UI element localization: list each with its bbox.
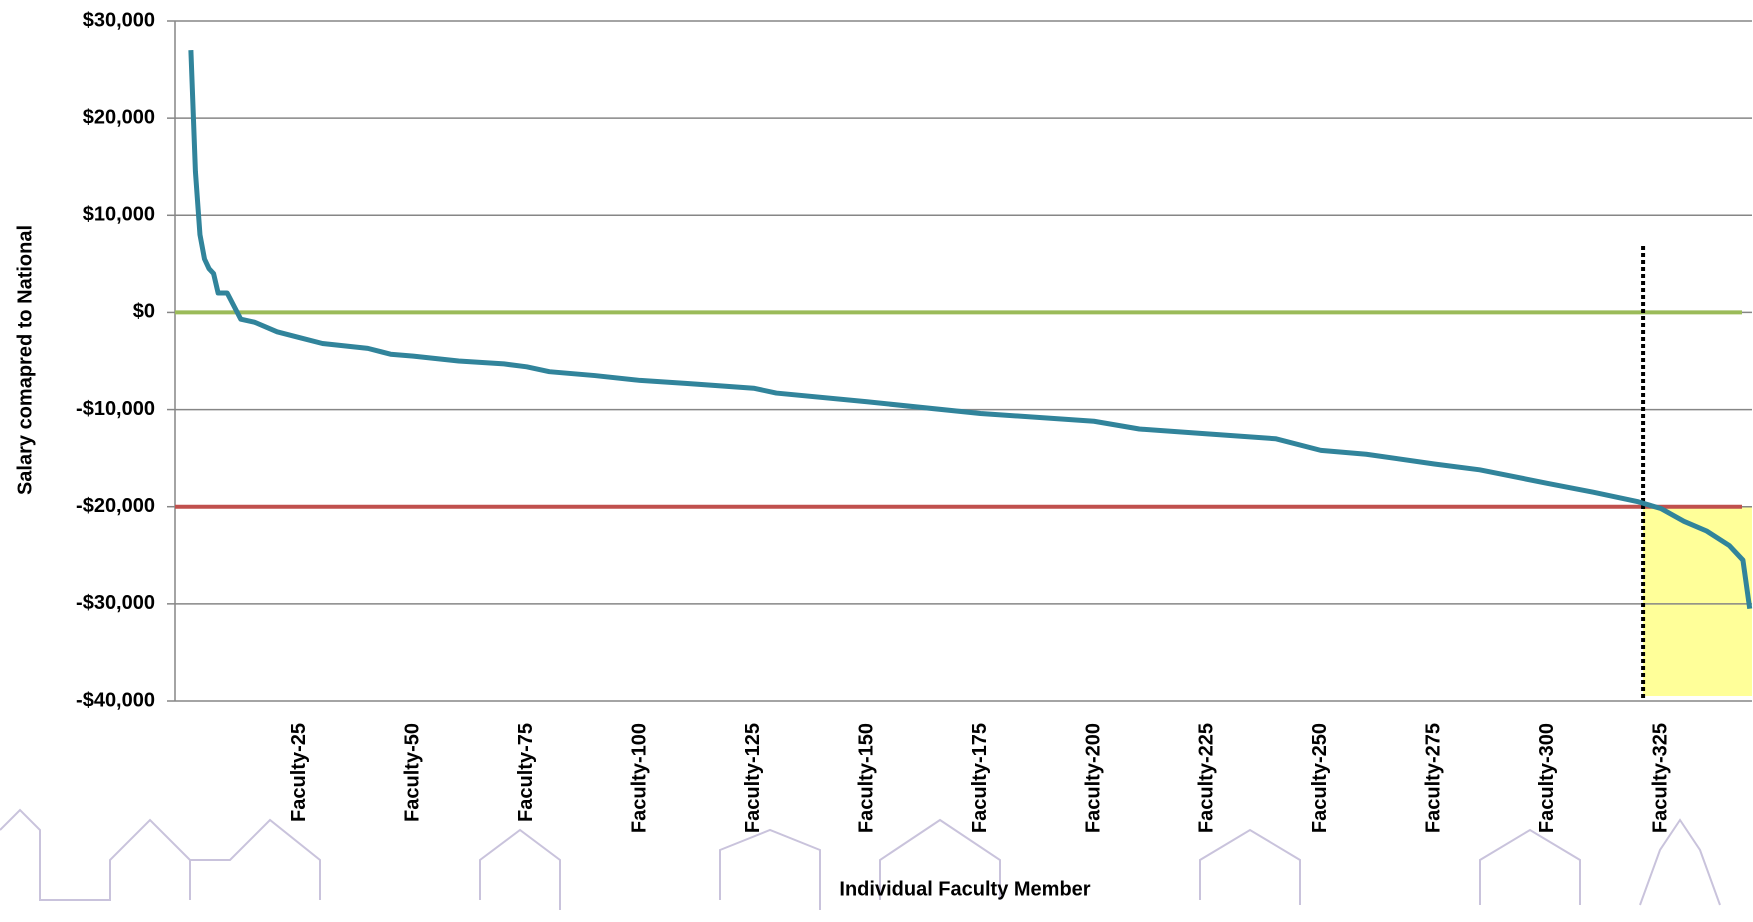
y-tick-label: $20,000 (83, 106, 155, 128)
house (0, 808, 191, 901)
x-tick-label: Faculty-200 (1082, 723, 1104, 833)
y-tick-label: -$30,000 (76, 592, 155, 614)
y-tick-label: -$40,000 (76, 689, 155, 711)
x-tick-label: Faculty-300 (1536, 723, 1558, 833)
tree (1639, 818, 1721, 906)
y-tick-label: $10,000 (83, 204, 155, 226)
y-tick-label: -$10,000 (76, 398, 155, 420)
x-tick-label: Faculty-250 (1309, 723, 1331, 833)
house (879, 818, 1001, 900)
data-line (188, 50, 1753, 610)
house (719, 828, 821, 910)
x-tick-label: Faculty-175 (969, 723, 991, 833)
y-tick-label: $30,000 (83, 9, 155, 31)
x-tick-label: Faculty-125 (742, 723, 764, 833)
x-tick-label: Faculty-275 (1423, 723, 1445, 833)
y-axis-title: Salary comapred to National (14, 225, 36, 495)
house (1199, 828, 1301, 905)
x-tick-label: Faculty-50 (402, 723, 424, 822)
x-tick-label: Faculty-25 (288, 723, 310, 822)
y-tick-label: -$20,000 (76, 495, 155, 517)
x-tick-label: Faculty-100 (628, 723, 650, 833)
background-houses (0, 808, 1721, 910)
x-tick-label: Faculty-325 (1650, 723, 1672, 833)
y-tick-label: $0 (133, 301, 155, 323)
house (1479, 828, 1581, 905)
x-tick-label: Faculty-225 (1196, 723, 1218, 833)
highlight-region (1643, 506, 1752, 696)
house (479, 828, 561, 910)
x-tick-label: Faculty-150 (855, 723, 877, 833)
house (189, 818, 321, 900)
x-axis-title: Individual Faculty Member (839, 878, 1090, 900)
x-tick-label: Faculty-75 (515, 723, 537, 822)
